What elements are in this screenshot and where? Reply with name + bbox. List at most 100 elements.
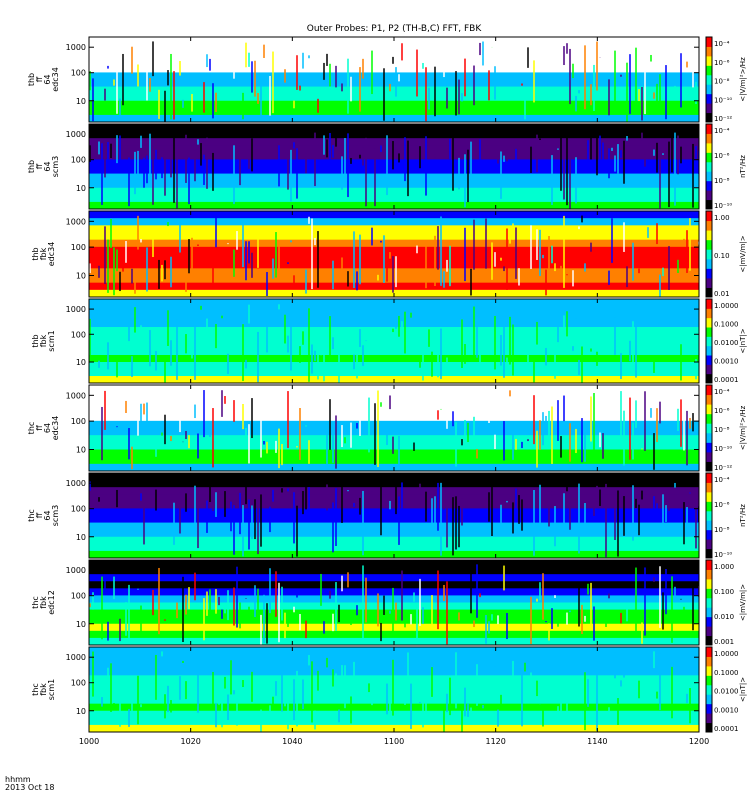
colorbar-tick-label: 0.0001 — [714, 725, 739, 733]
colorbar-cell — [706, 713, 712, 724]
colorbar-label: nT²/Hz — [739, 504, 747, 527]
colorbar-tick-label: 10⁻¹² — [714, 464, 732, 472]
y-tick-label: 10 — [76, 358, 86, 367]
colorbar-cell — [706, 317, 712, 328]
colorbar-cell — [706, 722, 712, 733]
colorbar-cell — [706, 665, 712, 676]
colorbar-frame — [705, 298, 713, 384]
y-tick-label: 10 — [76, 272, 86, 281]
colorbar-frame — [705, 646, 713, 733]
y-tick-label: 10 — [76, 446, 86, 455]
colorbar-tick-label: 10⁻¹² — [714, 115, 732, 123]
panel-ylabel: thc — [27, 422, 36, 435]
colorbar-tick-label: 10⁻⁶ — [714, 152, 730, 160]
y-tick-label: 10 — [76, 97, 86, 106]
y-tick-label: 100 — [71, 417, 86, 426]
colorbar-cell — [706, 442, 712, 453]
y-tick-label: 10 — [76, 533, 86, 542]
panel-ylabel: scm3 — [51, 156, 60, 177]
y-tick-label: 10 — [76, 620, 86, 629]
y-tick-label: 10 — [76, 707, 86, 716]
colorbar-cell — [706, 230, 712, 241]
colorbar-tick-label: 10⁻⁴ — [714, 127, 730, 135]
date-label: 2013 Oct 18 — [5, 783, 55, 792]
y-tick-label: 100 — [71, 243, 86, 252]
colorbar-cell — [706, 451, 712, 462]
colorbar-cell — [706, 74, 712, 85]
colorbar-label: <|mV/m|> — [739, 235, 747, 272]
colorbar-cell — [706, 647, 712, 657]
colorbar-tick-label: 0.0100 — [714, 688, 739, 696]
panel-ylabel: thb — [27, 73, 36, 86]
colorbar-cell — [706, 626, 712, 637]
colorbar-tick-label: 10⁻¹⁰ — [714, 551, 732, 559]
colorbar-cell — [706, 336, 712, 347]
colorbar-cell — [706, 482, 712, 493]
colorbar-tick-label: 10⁻¹⁰ — [714, 96, 732, 104]
colorbar-cell — [706, 520, 712, 531]
colorbar-cell — [706, 656, 712, 667]
colorbar-cell — [706, 142, 712, 153]
colorbar-tick-label: 0.100 — [714, 588, 734, 596]
colorbar-tick-label: 10⁻⁴ — [714, 40, 730, 48]
colorbar-tick-label: 1.000 — [714, 563, 734, 571]
y-tick-label: 1000 — [66, 566, 86, 575]
colorbar-cell — [706, 501, 712, 512]
colorbar-cell — [706, 180, 712, 191]
colorbar-cell — [706, 55, 712, 66]
y-tick-label: 10 — [76, 184, 86, 193]
y-tick-label: 1000 — [66, 305, 86, 314]
colorbar-tick-label: 10⁻⁸ — [714, 426, 730, 434]
colorbar-cell — [706, 299, 712, 309]
panel-ylabel: thb — [31, 247, 40, 260]
x-tick-label: 1140 — [587, 737, 607, 746]
colorbar-cell — [706, 703, 712, 714]
colorbar-frame — [705, 36, 713, 123]
colorbar-tick-label: 10⁻⁶ — [714, 59, 730, 67]
colorbar-label: <|nT|> — [739, 328, 747, 353]
panel-ylabel: fbk — [39, 683, 48, 696]
spectrogram-panel-2: 1000 100 10 thb ff 64 scm3 10⁻⁴ 10⁻⁶ 10⁻⁸ 10⁻¹⁰ nT²… — [27, 123, 747, 210]
colorbar-cell — [706, 529, 712, 540]
colorbar-cell — [706, 616, 712, 627]
y-tick-label: 100 — [71, 592, 86, 601]
panel-ylabel: ff — [35, 163, 44, 169]
colorbar-cell — [706, 569, 712, 580]
x-tick-label: 1100 — [384, 737, 404, 746]
y-tick-label: 1000 — [66, 391, 86, 400]
colorbar-cell — [706, 199, 712, 210]
colorbar-tick-label: 1.00 — [714, 214, 730, 222]
panel-ylabel: edc34 — [51, 67, 60, 92]
x-tick-label: 1120 — [485, 737, 505, 746]
colorbar-frame — [705, 123, 713, 210]
spectrogram-panel-5: 1000 100 10 thc ff 64 edc34 10⁻⁴ 10⁻⁶ 10⁻⁸ 10⁻¹⁰ 10… — [27, 384, 747, 472]
colorbar-tick-label: 10⁻⁴ — [714, 388, 730, 396]
colorbar-tick-label: 0.0010 — [714, 706, 739, 714]
y-tick-label: 1000 — [66, 130, 86, 139]
spectrogram-panel-4: 1000 100 10 thb fbk scm1 1.0000 0.1000 0.0100 0.0… — [31, 298, 747, 384]
panel-ylabel: thc — [27, 509, 36, 522]
y-tick-label: 100 — [71, 156, 86, 165]
spectrogram-panel-3: 1000 100 10 thb fbk edc34 1.00 0.10 0.01 <|mV/m|> — [31, 210, 747, 298]
colorbar-cell — [706, 249, 712, 260]
colorbar-cell — [706, 588, 712, 599]
y-tick-label: 100 — [71, 505, 86, 514]
colorbar-cell — [706, 373, 712, 384]
colorbar-cell — [706, 152, 712, 163]
panel-ylabel: ff — [35, 512, 44, 518]
colorbar-label: <|mV/m|> — [739, 584, 747, 621]
spectrogram-panel-6: 1000 100 10 thc ff 64 scm3 10⁻⁴ 10⁻⁶ 10⁻⁸ 10⁻¹⁰ nT²… — [27, 472, 747, 559]
spectrogram-panel-1: 1000 100 10 thb ff 64 edc34 10⁻⁴ 10⁻⁶ 10⁻⁸ 10⁻¹⁰ 10… — [27, 36, 747, 123]
colorbar-cell — [706, 423, 712, 434]
colorbar-cell — [706, 171, 712, 182]
colorbar-cell — [706, 112, 712, 123]
panel-ylabel: thb — [27, 160, 36, 173]
x-tick-label: 1000 — [79, 737, 99, 746]
colorbar-cell — [706, 190, 712, 201]
colorbar-cell — [706, 124, 712, 134]
colorbar-cell — [706, 220, 712, 231]
panel-ylabel: edc12 — [47, 590, 56, 615]
panel-ylabel: fbk — [39, 334, 48, 347]
panel-ylabel: fbk — [39, 247, 48, 260]
